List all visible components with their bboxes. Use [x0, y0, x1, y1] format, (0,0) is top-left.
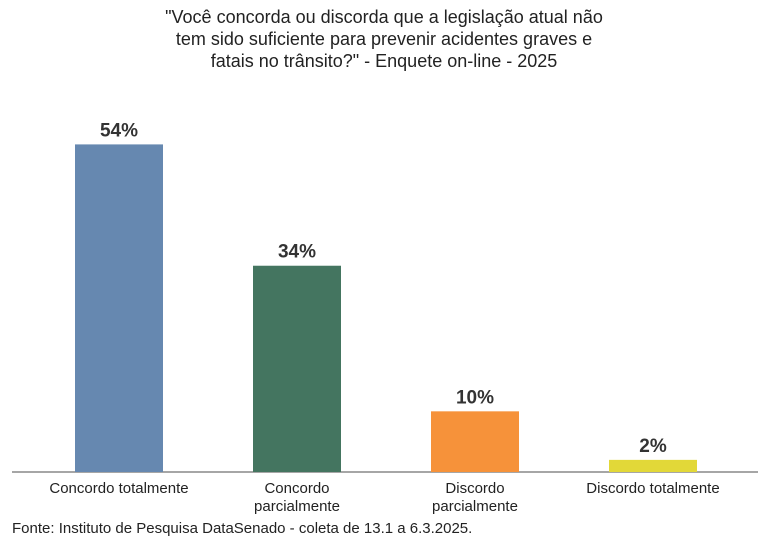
- x-tick-label: Discordo parcialmente: [432, 480, 518, 515]
- chart-title: "Você concorda ou discorda que a legisla…: [165, 7, 603, 71]
- value-label: 34%: [278, 242, 316, 263]
- x-tick-label: Concordo totalmente: [49, 480, 189, 497]
- bar: [431, 411, 519, 472]
- value-label: 54%: [100, 120, 138, 141]
- x-tick-label: Concordo parcialmente: [254, 480, 340, 515]
- x-tick-label: Discordo totalmente: [586, 480, 720, 497]
- value-label: 2%: [639, 436, 667, 457]
- bar: [253, 265, 341, 472]
- source-note: Fonte: Instituto de Pesquisa DataSenado …: [12, 520, 473, 537]
- bar: [609, 459, 697, 472]
- value-label: 10%: [456, 387, 494, 408]
- bar: [75, 144, 163, 472]
